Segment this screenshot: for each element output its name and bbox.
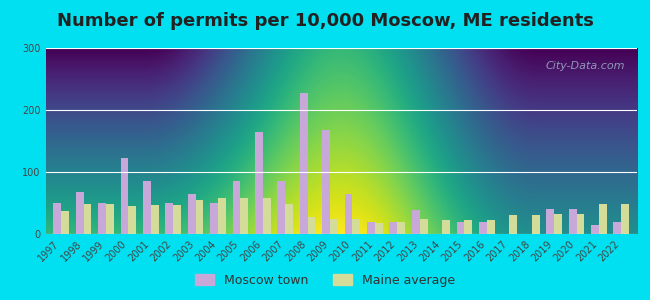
Bar [546,209,554,234]
Text: Number of permits per 10,000 Moscow, ME residents: Number of permits per 10,000 Moscow, ME … [57,12,593,30]
Bar [173,205,181,234]
Bar [510,215,517,234]
Bar [233,181,240,234]
Text: City-Data.com: City-Data.com [545,61,625,71]
Bar [330,218,338,234]
Bar [196,200,203,234]
Bar [300,93,307,234]
Bar [210,203,218,234]
Bar [367,222,375,234]
Bar [442,220,450,234]
Bar [285,204,293,234]
Bar [106,204,114,234]
Bar [278,181,285,234]
Bar [218,198,226,234]
Bar [188,194,196,234]
Bar [322,130,330,234]
Bar [307,217,315,234]
Bar [412,210,420,234]
Bar [389,222,397,234]
Bar [129,206,136,234]
Bar [263,198,270,234]
Bar [420,218,428,234]
Bar [98,203,106,234]
Bar [61,211,69,234]
Bar [76,193,84,234]
Bar [569,209,577,234]
Bar [120,158,129,234]
Bar [53,203,61,234]
Bar [255,132,263,234]
Bar [591,225,599,234]
Bar [532,215,539,234]
Bar [621,204,629,234]
Bar [151,205,159,234]
Bar [479,222,487,234]
Bar [375,223,383,234]
Bar [554,214,562,234]
Bar [165,203,173,234]
Bar [457,222,465,234]
Bar [143,181,151,234]
Bar [344,194,352,234]
Bar [465,220,473,234]
Bar [397,222,405,234]
Bar [240,198,248,234]
Bar [614,222,621,234]
Bar [487,220,495,234]
Bar [352,218,360,234]
Bar [577,214,584,234]
Bar [84,204,92,234]
Bar [599,204,606,234]
Legend: Moscow town, Maine average: Moscow town, Maine average [191,270,459,291]
